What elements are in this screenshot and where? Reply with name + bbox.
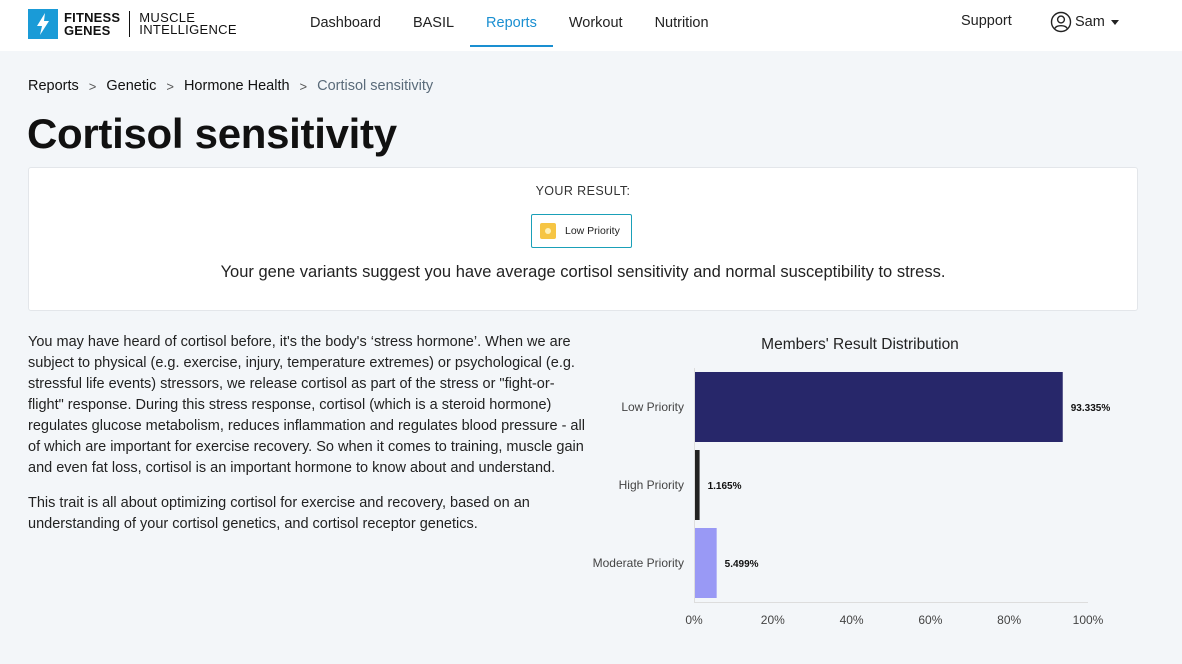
breadcrumb-genetic[interactable]: Genetic bbox=[106, 78, 157, 94]
trait-description: You may have heard of cortisol before, i… bbox=[28, 332, 588, 549]
breadcrumb-current: Cortisol sensitivity bbox=[317, 78, 434, 94]
brand-logo[interactable]: FITNESS GENES MUSCLE INTELLIGENCE bbox=[28, 9, 237, 39]
distribution-chart: Members' Result Distribution Low Priorit… bbox=[585, 330, 1145, 630]
nav-workout[interactable]: Workout bbox=[568, 14, 623, 31]
chart-x-tick-label: 80% bbox=[997, 613, 1021, 627]
logo-divider bbox=[129, 11, 131, 37]
chart-title: Members' Result Distribution bbox=[761, 336, 959, 353]
chart-x-tick-label: 60% bbox=[918, 613, 942, 627]
description-paragraph: This trait is all about optimizing corti… bbox=[28, 495, 530, 532]
breadcrumb-reports[interactable]: Reports bbox=[28, 78, 79, 94]
page-title: Cortisol sensitivity bbox=[27, 110, 397, 157]
chart-category-label: Low Priority bbox=[621, 400, 684, 414]
chart-plot: Low Priority 93.335% High Priority 1.165% Mo… bbox=[593, 368, 1111, 627]
nav-nutrition[interactable]: Nutrition bbox=[654, 14, 709, 31]
breadcrumb-separator: > bbox=[166, 78, 174, 94]
breadcrumb: Reports > Genetic > Hormone Health > Cor… bbox=[28, 78, 433, 94]
result-summary: Your gene variants suggest you have aver… bbox=[220, 263, 946, 281]
user-menu[interactable]: Sam bbox=[1050, 11, 1119, 33]
chevron-down-icon bbox=[1110, 19, 1119, 25]
chart-bar bbox=[695, 528, 717, 598]
chart-value-label: 5.499% bbox=[725, 559, 759, 570]
support-link[interactable]: Support bbox=[961, 13, 1012, 29]
description-paragraph: You may have heard of cortisol before, i… bbox=[28, 334, 585, 476]
chart-category-label: High Priority bbox=[619, 478, 684, 492]
result-label: YOUR RESULT: bbox=[535, 184, 631, 198]
logo-fitness-genes: FITNESS GENES bbox=[64, 10, 121, 38]
nav-reports[interactable]: Reports bbox=[470, 0, 553, 47]
chart-value-label: 93.335% bbox=[1071, 403, 1111, 414]
chart-bar bbox=[695, 450, 700, 520]
result-card: YOUR RESULT: Low Priority Your gene vari… bbox=[28, 167, 1138, 311]
result-badge: Low Priority bbox=[531, 214, 632, 248]
nav-basil[interactable]: BASIL bbox=[412, 14, 455, 31]
chart-value-label: 1.165% bbox=[708, 481, 742, 492]
logo-muscle-intelligence: MUSCLE INTELLIGENCE bbox=[139, 10, 237, 37]
chart-x-tick-label: 40% bbox=[840, 613, 864, 627]
user-avatar-icon bbox=[1050, 11, 1072, 33]
nav-dashboard[interactable]: Dashboard bbox=[310, 14, 381, 31]
chart-x-tick-label: 100% bbox=[1073, 613, 1104, 627]
lightning-logo-icon bbox=[28, 9, 58, 39]
main-nav: Dashboard BASIL Reports Workout Nutritio… bbox=[294, 0, 725, 47]
breadcrumb-hormone-health[interactable]: Hormone Health bbox=[183, 78, 290, 94]
chart-bar bbox=[695, 372, 1063, 442]
chart-x-tick-label: 20% bbox=[761, 613, 785, 627]
chart-x-tick-label: 0% bbox=[685, 613, 703, 627]
circle-badge-icon bbox=[540, 223, 556, 239]
user-name: Sam bbox=[1075, 14, 1105, 30]
chart-category-label: Moderate Priority bbox=[593, 556, 684, 570]
breadcrumb-separator: > bbox=[299, 78, 308, 94]
breadcrumb-separator: > bbox=[88, 78, 97, 94]
top-navbar: FITNESS GENES MUSCLE INTELLIGENCE Dashbo… bbox=[0, 0, 1182, 51]
result-badge-text: Low Priority bbox=[565, 225, 620, 237]
